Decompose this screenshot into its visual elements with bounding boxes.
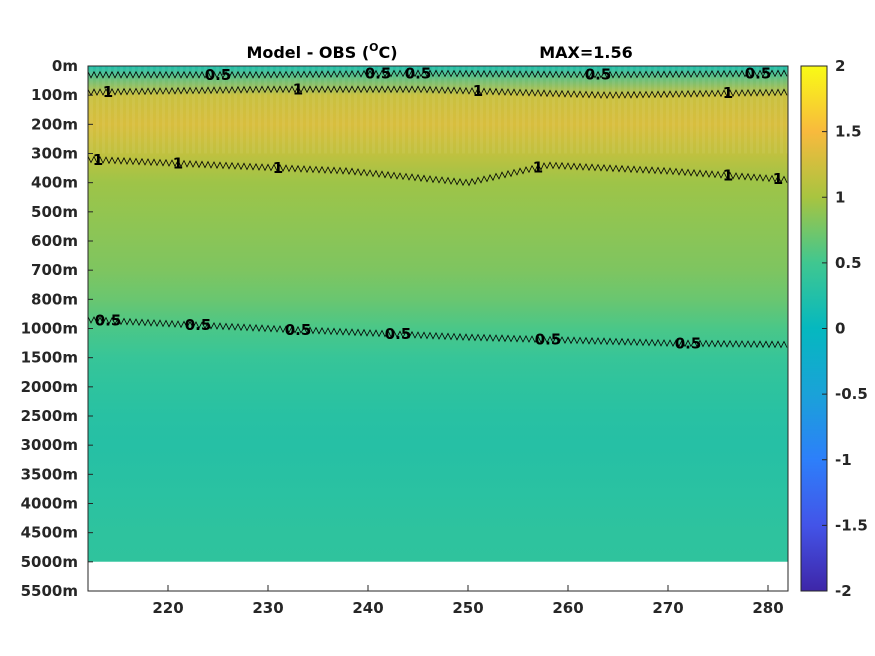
- y-tick-label: 300m: [31, 145, 78, 163]
- contour-label: 0.5: [675, 334, 702, 352]
- contour-label: 0.5: [405, 64, 432, 82]
- x-tick-label: 220: [152, 599, 183, 617]
- x-tick-label: 230: [252, 599, 283, 617]
- y-tick-label: 800m: [31, 290, 78, 308]
- contour-label: 0.5: [585, 66, 612, 84]
- heatmap-texture: [88, 66, 788, 154]
- contour-label: 1: [93, 151, 103, 169]
- y-tick-label: 100m: [31, 86, 78, 104]
- y-tick-label: 3000m: [21, 436, 78, 454]
- y-tick-label: 0m: [52, 57, 78, 75]
- y-tick-label: 5500m: [21, 582, 78, 600]
- contour-line: [87, 85, 788, 100]
- x-axis: 220 230 240 250 260 270 280: [152, 585, 784, 617]
- contour-label: 1: [173, 154, 183, 172]
- y-tick-label: 200m: [31, 115, 78, 133]
- colorbar-ticks: 2 1.5 1 0.5 0 -0.5 -1 -1.5 -2: [822, 57, 868, 600]
- colorbar-tick-label: 0: [835, 320, 845, 338]
- contour-label: 1: [473, 82, 483, 100]
- contour-line: [87, 316, 788, 349]
- contour-label: 1: [273, 159, 283, 177]
- contour-label: 0.5: [185, 316, 212, 334]
- x-tick-label: 270: [652, 599, 683, 617]
- contour-label: 0.5: [385, 325, 412, 343]
- y-tick-label: 1000m: [21, 320, 78, 338]
- contour-label: 0.5: [745, 65, 772, 83]
- y-tick-label: 4000m: [21, 495, 78, 513]
- contour-label: 0.5: [285, 321, 312, 339]
- y-tick-label: 2500m: [21, 407, 78, 425]
- chart-title: Model - OBS (OC): [246, 41, 397, 62]
- contour-lines: 0.5 0.5 0.5 0.5 0.5 1 1 1 1 1 1 1 1 1 1 0.5 0.5 0.5 0.5 0.5…: [87, 64, 788, 352]
- contour-label: 0.5: [205, 66, 232, 84]
- contour-label: 1: [723, 84, 733, 102]
- contour-label: 1: [293, 80, 303, 98]
- plot-area: 0.5 0.5 0.5 0.5 0.5 1 1 1 1 1 1 1 1 1 1 0.5 0.5 0.5 0.5 0.5…: [87, 64, 789, 592]
- y-tick-label: 1500m: [21, 349, 78, 367]
- contour-label: 1: [533, 158, 543, 176]
- contour-label: 1: [723, 166, 733, 184]
- y-tick-label: 4500m: [21, 524, 78, 542]
- contour-line: [87, 155, 788, 187]
- contour-line: [87, 69, 788, 79]
- colorbar-tick-label: 0.5: [835, 254, 862, 272]
- contour-label: 1: [103, 83, 113, 101]
- y-axis: 0m 100m 200m 300m 400m 500m 600m 700m 800m 1000m 1…: [21, 57, 93, 600]
- colorbar-tick-label: -2: [835, 582, 852, 600]
- contour-label: 0.5: [95, 312, 122, 330]
- colorbar-tick-label: 2: [835, 57, 845, 75]
- colorbar-tick-label: 1.5: [835, 123, 862, 141]
- x-tick-label: 240: [352, 599, 383, 617]
- colorbar-tick-label: -0.5: [835, 385, 868, 403]
- contour-label: 0.5: [535, 331, 562, 349]
- y-tick-label: 2000m: [21, 378, 78, 396]
- title-superscript: O: [369, 41, 378, 54]
- contour-label: 0.5: [365, 65, 392, 83]
- colorbar-tick-label: 1: [835, 188, 845, 206]
- x-tick-label: 260: [552, 599, 583, 617]
- no-data-region: [88, 561, 788, 591]
- y-tick-label: 600m: [31, 232, 78, 250]
- contour-label: 1: [773, 170, 783, 188]
- y-tick-label: 500m: [31, 203, 78, 221]
- y-tick-label: 700m: [31, 261, 78, 279]
- colorbar: 2 1.5 1 0.5 0 -0.5 -1 -1.5 -2: [800, 57, 868, 600]
- x-tick-label: 250: [452, 599, 483, 617]
- max-label: MAX=1.56: [539, 43, 633, 62]
- colorbar-tick-label: -1.5: [835, 516, 868, 534]
- colorbar-tick-label: -1: [835, 451, 852, 469]
- y-tick-label: 400m: [31, 174, 78, 192]
- x-tick-label: 280: [752, 599, 783, 617]
- y-tick-label: 5000m: [21, 553, 78, 571]
- y-tick-label: 3500m: [21, 465, 78, 483]
